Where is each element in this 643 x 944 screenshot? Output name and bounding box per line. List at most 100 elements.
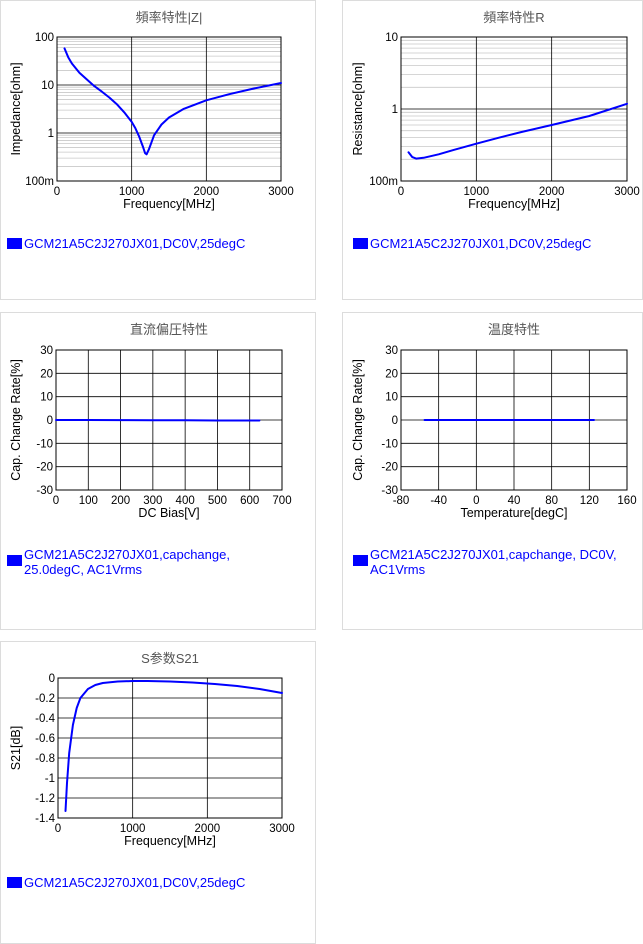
x-tick-label: 3000: [269, 823, 295, 835]
y-tick-label: -10: [381, 438, 398, 450]
resistance-chart: 頻率特性R 100m 1 10 0 1000 2000 3000 Frequency[MHz] R…: [351, 10, 640, 211]
y-tick-label: -0.4: [35, 713, 55, 725]
chart-title: 直流偏圧特性: [130, 322, 208, 337]
x-tick-label: 160: [617, 495, 636, 507]
legend-swatch: [353, 238, 368, 249]
impedance-legend[interactable]: GCM21A5C2J270JX01,DC0V,25degC: [7, 236, 245, 251]
series-line: [64, 680, 283, 812]
y-tick-label: 20: [385, 368, 398, 380]
plot-frame: [57, 677, 283, 819]
y-tick-label: -10: [36, 438, 53, 450]
x-tick-label: 40: [508, 495, 521, 507]
x-tick-label: 700: [272, 495, 291, 507]
x-tick-label: 300: [143, 495, 162, 507]
y-axis-label: Resistance[ohm]: [351, 62, 365, 155]
y-tick-label: 0: [47, 415, 53, 427]
chart-title: 頻率特性R: [483, 10, 544, 25]
x-tick-label: 400: [176, 495, 195, 507]
dcbias-legend-label: GCM21A5C2J270JX01,capchange, 25.0degC, A…: [24, 547, 230, 577]
s21-legend[interactable]: GCM21A5C2J270JX01,DC0V,25degC: [7, 875, 245, 890]
y-tick-label: -1.2: [35, 793, 55, 805]
legend-swatch: [353, 555, 368, 566]
x-tick-label: 600: [240, 495, 259, 507]
x-axis-label: Temperature[degC]: [460, 506, 567, 520]
y-axis-label: Cap. Change Rate[%]: [9, 359, 23, 481]
x-tick-label: 0: [398, 186, 404, 198]
y-tick-label: 100: [35, 32, 54, 44]
x-tick-label: 2000: [194, 186, 220, 198]
s21-chart: S参数S21 -1.4 -1.2 -1 -0.8 -0.6 -0.4 -0.2 0 0 1000 20…: [9, 651, 295, 848]
resistance-legend-label: GCM21A5C2J270JX01,DC0V,25degC: [370, 236, 592, 251]
y-tick-label: -30: [381, 485, 398, 497]
y-axis-label: Impedance[ohm]: [9, 62, 23, 155]
y-tick-label: 0: [49, 673, 55, 685]
x-tick-label: 0: [473, 495, 479, 507]
x-tick-label: 0: [53, 495, 59, 507]
legend-swatch: [7, 238, 22, 249]
x-axis-label: DC Bias[V]: [138, 506, 199, 520]
chart-panel-resistance: 頻率特性R 100m 1 10 0 1000 2000 3000 Frequency[MHz] R…: [342, 0, 643, 300]
chart-title: S参数S21: [141, 651, 199, 666]
chart-panel-dcbias: 直流偏圧特性 -30 -20 -10 0 10 20 30 0 100 200 300 400 500 60…: [0, 312, 316, 630]
legend-swatch: [7, 877, 22, 888]
dcbias-legend[interactable]: GCM21A5C2J270JX01,capchange, 25.0degC, A…: [7, 547, 264, 577]
x-axis-label: Frequency[MHz]: [124, 834, 216, 848]
temperature-legend[interactable]: GCM21A5C2J270JX01,capchange, DC0V, AC1Vr…: [353, 547, 643, 577]
y-tick-label: -20: [36, 462, 53, 474]
y-tick-label: -0.8: [35, 753, 55, 765]
chart-panel-impedance: 頻率特性|Z| 100m 1 10 100 0 1000 2000 3000 Frequency[…: [0, 0, 316, 300]
x-tick-label: 2000: [539, 186, 565, 198]
plot-frame: [56, 36, 282, 182]
y-tick-label: 10: [385, 392, 398, 404]
y-tick-label: -20: [381, 462, 398, 474]
y-tick-label: 100m: [369, 176, 398, 188]
chart-title: 頻率特性|Z|: [136, 10, 203, 25]
y-axis-label: Cap. Change Rate[%]: [351, 359, 365, 481]
x-tick-label: 0: [55, 823, 61, 835]
series-line: [63, 47, 282, 156]
x-tick-label: 1000: [119, 186, 145, 198]
series-line: [55, 419, 261, 422]
temperature-legend-label: GCM21A5C2J270JX01,capchange, DC0V, AC1Vr…: [370, 547, 617, 577]
x-tick-label: 80: [545, 495, 558, 507]
series-line: [407, 102, 628, 160]
y-tick-label: 1: [392, 104, 398, 116]
y-tick-label: -0.2: [35, 693, 55, 705]
x-axis-label: Frequency[MHz]: [468, 197, 560, 211]
y-axis-label: S21[dB]: [9, 726, 23, 770]
y-tick-label: -1.4: [35, 813, 55, 825]
s21-legend-label: GCM21A5C2J270JX01,DC0V,25degC: [24, 875, 246, 890]
chart-title: 温度特性: [488, 322, 540, 337]
x-tick-label: 3000: [268, 186, 294, 198]
y-tick-label: 100m: [25, 176, 54, 188]
chart-panel-s21: S参数S21 -1.4 -1.2 -1 -0.8 -0.6 -0.4 -0.2 0 0 1000 20…: [0, 641, 316, 944]
plot-frame: [400, 349, 628, 491]
x-tick-label: -40: [430, 495, 447, 507]
x-tick-label: 120: [580, 495, 599, 507]
y-tick-label: -1: [45, 773, 55, 785]
y-tick-label: 30: [385, 345, 398, 357]
x-tick-label: 200: [111, 495, 130, 507]
y-tick-label: -30: [36, 485, 53, 497]
y-tick-label: 10: [41, 80, 54, 92]
x-tick-label: 3000: [614, 186, 640, 198]
x-tick-label: -80: [393, 495, 410, 507]
chart-panel-temperature: 温度特性 -30 -20 -10 0 10 20 30 -80 -40 0 40 80 120 160 Tem…: [342, 312, 643, 630]
impedance-legend-label: GCM21A5C2J270JX01,DC0V,25degC: [24, 236, 246, 251]
x-tick-label: 1000: [464, 186, 490, 198]
y-tick-label: 10: [385, 32, 398, 44]
y-tick-label: 0: [392, 415, 398, 427]
y-tick-label: 1: [48, 128, 54, 140]
temperature-chart: 温度特性 -30 -20 -10 0 10 20 30 -80 -40 0 40 80 120 160 Tem…: [351, 322, 637, 520]
x-tick-label: 100: [79, 495, 98, 507]
resistance-legend[interactable]: GCM21A5C2J270JX01,DC0V,25degC: [353, 236, 591, 251]
y-tick-label: 10: [40, 392, 53, 404]
x-tick-label: 1000: [120, 823, 146, 835]
legend-swatch: [7, 555, 22, 566]
y-tick-label: 20: [40, 368, 53, 380]
x-tick-label: 0: [54, 186, 60, 198]
x-tick-label: 500: [208, 495, 227, 507]
plot-frame: [400, 36, 628, 182]
